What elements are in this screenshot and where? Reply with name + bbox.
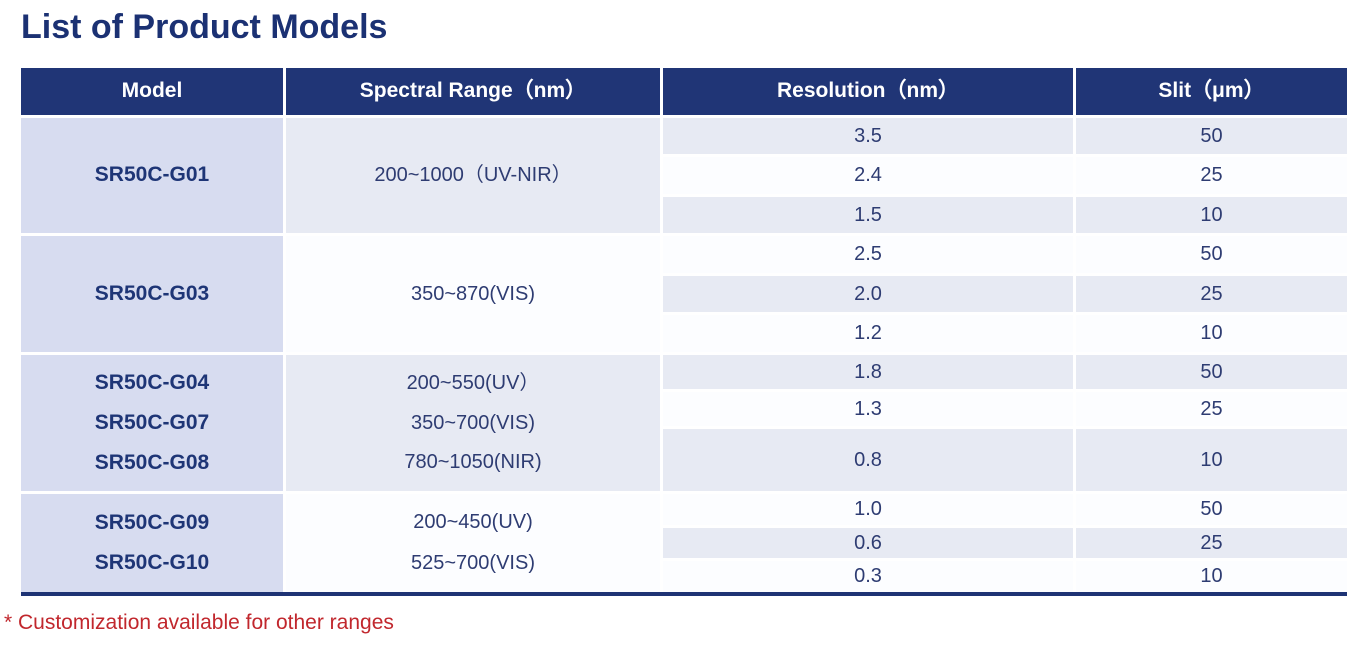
spectral-range-value: 200~550(UV） xyxy=(406,371,540,394)
resolution-cell: 2.5 xyxy=(663,236,1073,273)
resolution-cell: 2.4 xyxy=(663,157,1073,194)
resolution-cell: 3.5 xyxy=(663,118,1073,154)
footnote: * Customization available for other rang… xyxy=(4,611,394,634)
slit-cell: 25 xyxy=(1076,528,1347,558)
resolution-cell: 1.5 xyxy=(663,197,1073,233)
spectral-range-value: 350~870(VIS) xyxy=(411,282,535,305)
spectral-range-value: 350~700(VIS) xyxy=(411,411,535,434)
model-group-cell: SR50C-G03 xyxy=(21,236,283,352)
resolution-cell: 2.0 xyxy=(663,276,1073,312)
product-models-table: Model Spectral Range（nm） Resolution（nm） … xyxy=(21,68,1347,596)
slit-cell: 10 xyxy=(1076,429,1347,491)
slit-cell: 25 xyxy=(1076,276,1347,312)
slit-cell: 25 xyxy=(1076,157,1347,194)
resolution-cell: 1.2 xyxy=(663,315,1073,352)
model-name: SR50C-G01 xyxy=(94,163,210,187)
resolution-cell: 0.8 xyxy=(663,429,1073,491)
model-name: SR50C-G03 xyxy=(94,281,210,305)
spectral-range-cell: 200~550(UV） 350~700(VIS) 780~1050(NIR) xyxy=(286,355,660,491)
resolution-cell: 1.0 xyxy=(663,494,1073,525)
spectral-range-cell: 350~870(VIS) xyxy=(286,236,660,352)
spectral-range-cell: 200~450(UV) 525~700(VIS) xyxy=(286,494,660,592)
slit-cell: 50 xyxy=(1076,236,1347,273)
slit-cell: 10 xyxy=(1076,561,1347,592)
model-name: SR50C-G09 xyxy=(94,510,210,534)
slit-cell: 50 xyxy=(1076,118,1347,154)
model-group-cell: SR50C-G04 SR50C-G07 SR50C-G08 xyxy=(21,355,283,491)
model-name: SR50C-G10 xyxy=(94,551,210,575)
model-name: SR50C-G04 xyxy=(94,370,210,394)
model-group-cell: SR50C-G01 xyxy=(21,118,283,233)
spectral-range-cell: 200~1000（UV-NIR） xyxy=(286,118,660,233)
resolution-cell: 0.6 xyxy=(663,528,1073,558)
slit-cell: 25 xyxy=(1076,392,1347,426)
spectral-range-value: 525~700(VIS) xyxy=(411,551,535,574)
slit-cell: 10 xyxy=(1076,197,1347,233)
header-cell-resolution: Resolution（nm） xyxy=(663,68,1073,115)
slit-cell: 50 xyxy=(1076,355,1347,389)
header-cell-model: Model xyxy=(21,68,283,115)
resolution-cell: 0.3 xyxy=(663,561,1073,592)
page-title: List of Product Models xyxy=(21,8,388,46)
model-name: SR50C-G08 xyxy=(94,450,210,474)
resolution-cell: 1.8 xyxy=(663,355,1073,389)
header-cell-slit: Slit（μm） xyxy=(1076,68,1347,115)
model-group-cell: SR50C-G09 SR50C-G10 xyxy=(21,494,283,592)
model-name: SR50C-G07 xyxy=(94,410,210,434)
spectral-range-value: 780~1050(NIR) xyxy=(404,451,542,474)
header-cell-spectral-range: Spectral Range（nm） xyxy=(286,68,660,115)
spectral-range-value: 200~450(UV) xyxy=(413,511,533,534)
spectral-range-value: 200~1000（UV-NIR） xyxy=(374,164,572,186)
slit-cell: 50 xyxy=(1076,494,1347,525)
resolution-cell: 1.3 xyxy=(663,392,1073,426)
slit-cell: 10 xyxy=(1076,315,1347,352)
